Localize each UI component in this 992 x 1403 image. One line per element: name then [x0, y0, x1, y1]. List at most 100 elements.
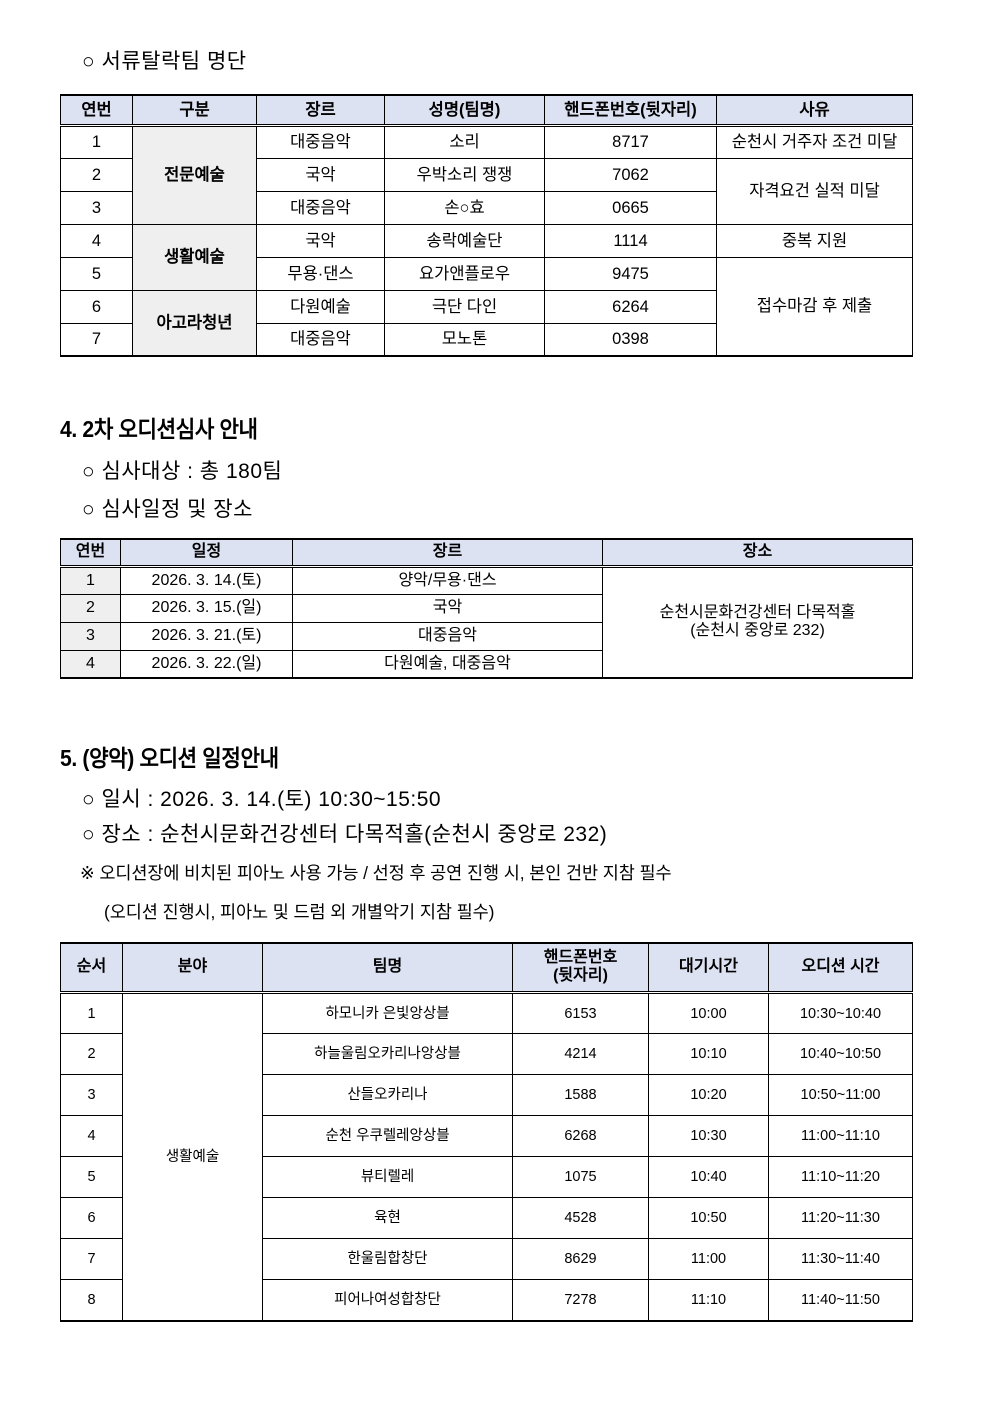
cell-phone: 1588	[512, 1074, 649, 1117]
cell-wait: 10:00	[648, 992, 769, 1035]
cell-phone: 1075	[512, 1156, 649, 1199]
table-row: 8 피어나여성합창단 7278 11:10 11:40~11:50	[60, 1279, 913, 1322]
reject-list-heading: ○ 서류탈락팀 명단	[82, 48, 932, 76]
section5-note-1: ※ 오디션장에 비치된 피아노 사용 가능 / 선정 후 공연 진행 시, 본인…	[80, 862, 672, 883]
cell-genre: 대중음악	[256, 124, 385, 159]
col-header-time: 오디션 시간	[768, 942, 913, 995]
table-row: 1 2026. 3. 14.(토) 양악/무용·댄스 순천시문화건강센터 다목적…	[60, 565, 913, 679]
table-row: 7 대중음악 모노톤 0398	[60, 322, 913, 357]
cell-name: 모노톤	[384, 322, 545, 357]
cell-date: 2026. 3. 14.(토)	[120, 565, 293, 595]
table-row: 7 한울림합창단 8629 11:00 11:30~11:40	[60, 1238, 913, 1281]
cell-wait: 10:20	[648, 1074, 769, 1117]
cell-no: 7	[60, 322, 133, 357]
cell-no: 4	[60, 649, 121, 679]
cell-wait: 11:00	[648, 1238, 769, 1281]
cell-time: 11:10~11:20	[768, 1156, 913, 1199]
cell-order: 7	[60, 1238, 123, 1281]
cell-order: 2	[60, 1033, 123, 1076]
cell-time: 11:40~11:50	[768, 1279, 913, 1322]
cell-team: 육현	[262, 1197, 513, 1240]
col-header-team: 팀명	[262, 942, 513, 995]
cell-team: 산들오카리나	[262, 1074, 513, 1117]
cell-phone: 4214	[512, 1033, 649, 1076]
cell-reason: 접수마감 후 제출	[716, 256, 913, 357]
cell-phone: 8629	[512, 1238, 649, 1281]
reject-list-heading-text: ○ 서류탈락팀 명단	[82, 50, 247, 73]
cell-no: 1	[60, 124, 133, 159]
cell-reason: 자격요건 실적 미달	[716, 157, 913, 225]
cell-genre: 대중음악	[256, 322, 385, 357]
col-header-genre: 장르	[256, 94, 385, 127]
cell-genre: 국악	[256, 157, 385, 192]
cell-no: 4	[60, 223, 133, 258]
cell-time: 11:20~11:30	[768, 1197, 913, 1240]
cell-name: 손○효	[384, 190, 545, 225]
cell-time: 11:30~11:40	[768, 1238, 913, 1281]
cell-time: 10:50~11:00	[768, 1074, 913, 1117]
cell-time: 10:30~10:40	[768, 992, 913, 1035]
col-header-phone-line1: 핸드폰번호	[543, 949, 618, 967]
table-row: 5 뷰티렐레 1075 10:40 11:10~11:20	[60, 1156, 913, 1199]
table-row: 4 생활예술 국악 송락예술단 1114 중복 지원	[60, 223, 913, 291]
cell-order: 8	[60, 1279, 123, 1322]
cell-wait: 10:40	[648, 1156, 769, 1199]
cell-name: 요가앤플로우	[384, 256, 545, 291]
section5-note-2: (오디션 진행시, 피아노 및 드럼 외 개별악기 지참 필수)	[104, 901, 495, 922]
table-row: 6 아고라청년 다원예술 극단 다인 6264	[60, 289, 913, 357]
cell-wait: 10:50	[648, 1197, 769, 1240]
cell-genre: 다원예술	[256, 289, 385, 324]
cell-order: 5	[60, 1156, 123, 1199]
cell-no: 2	[60, 593, 121, 623]
col-header-phone-line2: (뒷자리)	[553, 967, 608, 985]
cell-category-group: 아고라청년	[132, 289, 257, 357]
cell-phone: 8717	[544, 124, 717, 159]
table-row: 2 2026. 3. 15.(일) 국악	[60, 593, 913, 623]
col-header-date: 일정	[120, 538, 293, 568]
cell-genre: 양악/무용·댄스	[292, 565, 603, 595]
table-row: 1 전문예술 대중음악 소리 8717 순천시 거주자 조건 미달	[60, 124, 913, 225]
section4-bullet-target: ○ 심사대상 : 총 180팀	[82, 460, 283, 484]
cell-category-group: 생활예술	[132, 223, 257, 291]
cell-phone: 6268	[512, 1115, 649, 1158]
cell-team: 뷰티렐레	[262, 1156, 513, 1199]
document-page: ○ 서류탈락팀 명단 연번 구분 장르 성명(팀명) 핸드폰번호(뒷자리) 사유…	[60, 48, 932, 1322]
col-header-genre: 장르	[292, 538, 603, 568]
cell-genre: 국악	[256, 223, 385, 258]
cell-genre: 다원예술, 대중음악	[292, 649, 603, 679]
cell-no: 3	[60, 190, 133, 225]
cell-phone: 7062	[544, 157, 717, 192]
cell-name: 송락예술단	[384, 223, 545, 258]
cell-order: 1	[60, 992, 123, 1035]
venue-line-1: 순천시문화건강센터 다목적홀	[659, 603, 856, 621]
table-row: 1 생활예술 하모니카 은빛앙상블 6153 10:00 10:30~10:40	[60, 992, 913, 1322]
table-row: 6 육현 4528 10:50 11:20~11:30	[60, 1197, 913, 1240]
cell-phone: 1114	[544, 223, 717, 258]
col-header-category: 구분	[132, 94, 257, 127]
cell-team: 피어나여성합창단	[262, 1279, 513, 1322]
cell-no: 2	[60, 157, 133, 192]
section5-bullet-venue: ○ 장소 : 순천시문화건강센터 다목적홀(순천시 중앙로 232)	[82, 823, 608, 847]
schedule-table: 연번 일정 장르 장소 1 2026. 3. 14.(토) 양악/무용·댄스 순…	[60, 538, 913, 680]
cell-phone: 6153	[512, 992, 649, 1035]
venue-line-2: (순천시 중앙로 232)	[690, 622, 825, 640]
table-header-row: 순서 분야 팀명 핸드폰번호 (뒷자리) 대기시간 오디션 시간	[60, 942, 913, 995]
audition-table: 순서 분야 팀명 핸드폰번호 (뒷자리) 대기시간 오디션 시간 1 생활예술 …	[60, 941, 913, 1322]
cell-genre: 대중음악	[256, 190, 385, 225]
cell-phone: 0398	[544, 322, 717, 357]
cell-no: 6	[60, 289, 133, 324]
cell-order: 4	[60, 1115, 123, 1158]
col-header-no: 연번	[60, 538, 121, 568]
cell-phone: 9475	[544, 256, 717, 291]
cell-date: 2026. 3. 15.(일)	[120, 593, 293, 623]
cell-no: 3	[60, 621, 121, 651]
cell-wait: 10:10	[648, 1033, 769, 1076]
cell-field: 생활예술	[122, 992, 263, 1322]
cell-venue: 순천시문화건강센터 다목적홀 (순천시 중앙로 232)	[602, 565, 913, 679]
cell-time: 10:40~10:50	[768, 1033, 913, 1076]
section4-title: 4. 2차 오디션심사 안내	[60, 416, 258, 443]
col-header-no: 연번	[60, 94, 133, 127]
cell-reason: 중복 지원	[716, 223, 913, 258]
col-header-wait: 대기시간	[648, 942, 769, 995]
cell-genre: 대중음악	[292, 621, 603, 651]
